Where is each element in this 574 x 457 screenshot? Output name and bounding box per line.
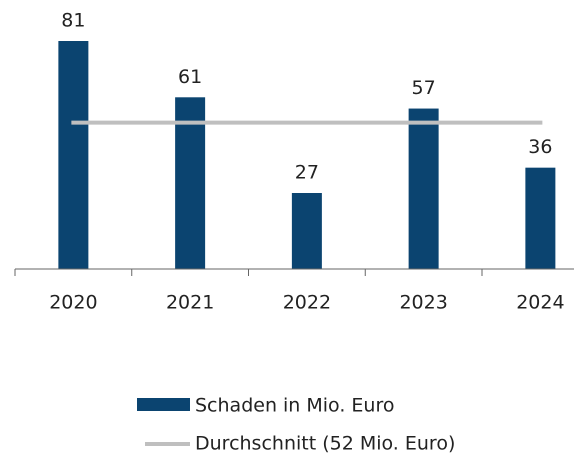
- data-label: 36: [528, 136, 552, 158]
- bar: [58, 41, 89, 269]
- x-tick-label: 2024: [516, 292, 564, 314]
- x-tick-label: 2023: [399, 292, 447, 314]
- legend-label: Schaden in Mio. Euro: [195, 395, 395, 417]
- x-tick-label: 2020: [49, 292, 97, 314]
- bar: [408, 108, 439, 269]
- bar: [175, 97, 206, 269]
- legend-label: Durchschnitt (52 Mio. Euro): [195, 433, 455, 455]
- data-label: 61: [178, 66, 202, 88]
- data-label: 27: [295, 162, 319, 184]
- bar: [291, 193, 322, 269]
- data-label: 57: [412, 77, 436, 99]
- data-label: 81: [61, 10, 85, 32]
- legend-swatch: [137, 398, 190, 411]
- x-tick-label: 2022: [283, 292, 331, 314]
- x-tick-label: 2021: [166, 292, 214, 314]
- bar: [525, 167, 556, 269]
